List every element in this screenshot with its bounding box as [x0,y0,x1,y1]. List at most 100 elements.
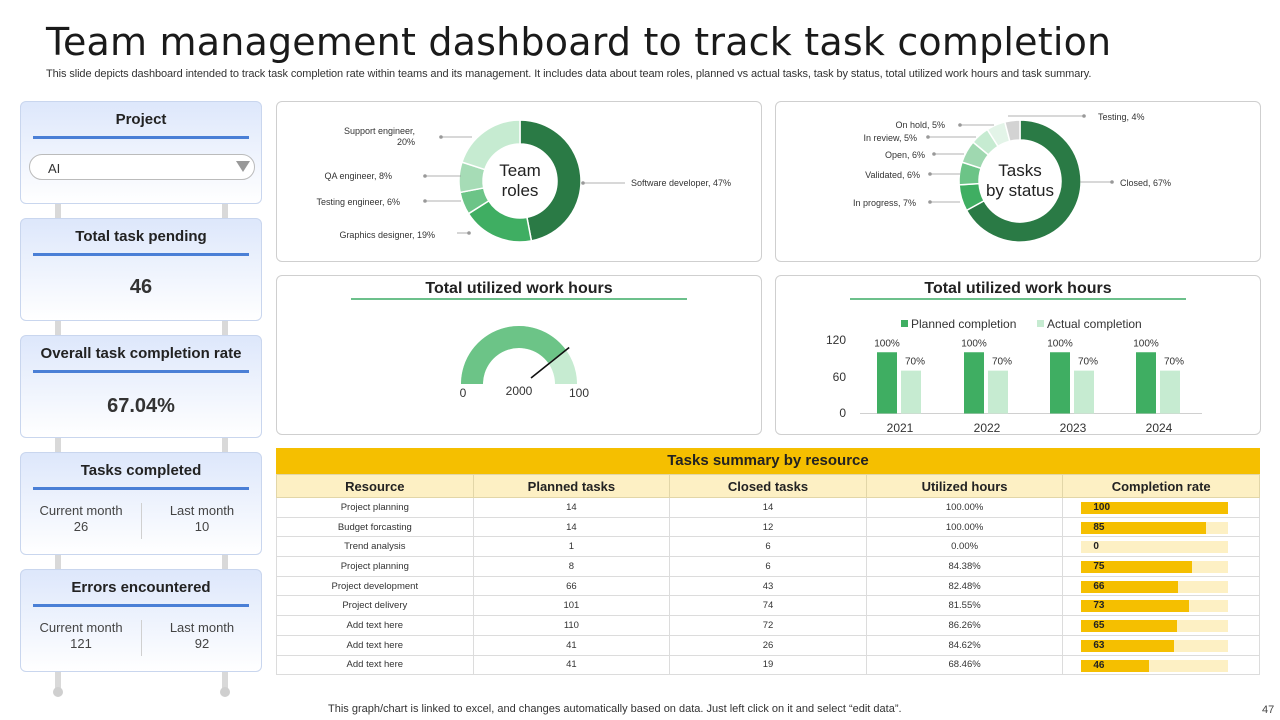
last-month-label: Last month [169,503,235,518]
slice-label: QA engineer, 8% [324,171,392,181]
bar-data-label: 100% [1047,338,1073,349]
rate-cell: 100 [1062,497,1260,518]
current-month-label: Current month [39,503,123,518]
y-tick-label: 60 [833,370,847,384]
rate-bar-track: 100 [1081,502,1229,514]
card-divider [33,136,249,139]
rate-bar-label: 100 [1093,502,1111,513]
rate-bar-track: 46 [1081,659,1229,672]
project-select[interactable]: AI [29,154,255,180]
table-row: Add text here 41 26 84.62% 63 [276,634,1260,656]
chart-title-line-2: roles [502,181,539,200]
resource-cell: Add text here [276,634,474,656]
rate-cell: 65 [1062,615,1260,636]
rate-cell: 63 [1062,634,1260,656]
donut-slice-4 [461,119,521,171]
planned-cell: 41 [472,634,671,656]
bar-data-label: 100% [874,338,900,349]
col-closed: Closed tasks [669,474,867,498]
donut-slice-6 [1003,119,1021,143]
resource-cell: Project delivery [276,595,474,617]
current-month-label: Current month [39,620,123,635]
bar-2023-1 [1074,370,1094,414]
slice-label: Software developer, 47% [631,178,731,188]
footer-note: This graph/chart is linked to excel, and… [328,703,902,715]
rate-bar-fill [1081,580,1179,593]
planned-cell: 14 [472,497,671,518]
bar-2024-0 [1136,352,1156,414]
hours-cell: 82.48% [865,575,1064,597]
rate-bar-label: 85 [1093,521,1105,533]
x-tick-label: 2021 [887,421,914,435]
current-month-value: 26 [73,519,89,534]
errors-label: Errors encountered [71,579,211,596]
bar-data-label: 70% [905,357,925,368]
hours-cell: 68.46% [865,654,1064,676]
rate-bar-track: 66 [1081,580,1229,593]
table-row: Project planning 8 6 84.38% 75 [276,556,1260,577]
legend-swatch-planned [901,320,908,327]
page-title: Team management dashboard to track task … [46,20,1112,64]
slice-label: In review, 5% [863,133,917,143]
card-divider [33,604,249,607]
table-title: Tasks summary by resource [276,448,1260,474]
pending-card: Total task pending 46 [20,218,262,321]
chart-title-line-2: by status [986,181,1054,200]
left-rail [55,200,61,690]
slice-label: Open, 6% [885,150,925,160]
y-tick-label: 120 [826,333,846,347]
gauge-chart: 0 2000 100 [460,326,589,400]
bar-2022-0 [964,352,984,414]
completion-label: Overall task completion rate [40,345,242,362]
gauge-max-label: 100 [569,386,589,400]
chevron-down-icon[interactable] [236,161,250,172]
last-month-value: 92 [194,636,210,651]
project-select-value: AI [48,161,61,176]
right-rail [222,200,228,690]
planned-cell: 101 [472,595,671,617]
bar-data-label: 100% [1133,338,1159,349]
planned-cell: 1 [472,536,671,558]
table-row: Add text here 41 19 68.46% 46 [276,654,1260,676]
tasks-completed-card: Tasks completed Current month 26 Last mo… [20,452,262,555]
rate-bar-fill [1081,600,1189,613]
chart-title-line-1: Tasks [998,161,1041,180]
legend-label-actual: Actual completion [1047,317,1142,331]
closed-cell: 72 [669,615,867,636]
card-divider [33,370,249,373]
pending-label: Total task pending [75,228,207,245]
hours-cell: 86.26% [865,615,1064,636]
split-divider [141,503,142,539]
table-row: Trend analysis 1 6 0.00% 0 [276,536,1260,558]
planned-cell: 14 [472,516,671,538]
page-number: 47 [1262,704,1275,716]
gauge-needle [530,346,570,379]
bar-data-label: 70% [992,357,1012,368]
x-tick-label: 2023 [1060,421,1087,435]
rate-cell: 73 [1062,595,1260,617]
errors-last-month: Last month 92 [142,620,262,652]
closed-cell: 74 [669,595,867,617]
table-row: Project planning 14 14 100.00% 100 [276,497,1260,518]
page-subtitle: This slide depicts dashboard intended to… [46,68,1092,80]
rate-bar-track: 75 [1081,561,1229,574]
donut-slice-0 [965,119,1082,243]
tasks-last-month: Last month 10 [142,503,262,535]
hours-cell: 84.62% [865,634,1064,656]
closed-cell: 19 [669,654,867,676]
leader-dot [423,174,427,178]
planned-cell: 41 [472,654,671,676]
leader-dot [926,135,930,139]
rate-bar-label: 0 [1093,541,1099,553]
rate-bar-fill [1081,659,1149,672]
closed-cell: 6 [669,536,867,558]
gauge-value-label: 2000 [506,384,533,398]
bar-chart-title: Total utilized work hours [924,280,1112,297]
table-row: Add text here 110 72 86.26% 65 [276,615,1260,636]
col-hours: Utilized hours [865,474,1064,498]
gauge-min-label: 0 [460,386,467,400]
rate-bar-fill [1081,521,1207,534]
slice-label: 20% [397,137,415,147]
leader-dot [928,172,932,176]
bar-2022-1 [988,370,1008,414]
